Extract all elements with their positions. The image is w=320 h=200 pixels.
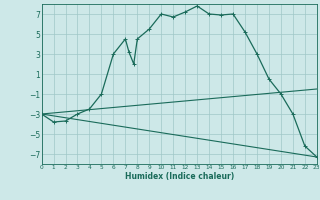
X-axis label: Humidex (Indice chaleur): Humidex (Indice chaleur) — [124, 172, 234, 181]
